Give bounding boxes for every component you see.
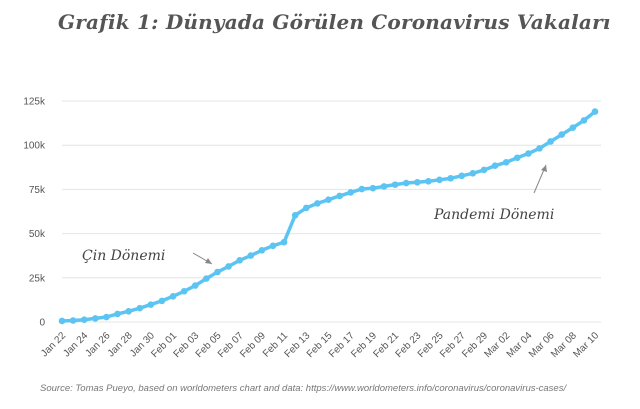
data-point [502, 159, 510, 166]
annotations: Çin Dönemi Pandemi Dönemi [82, 164, 554, 265]
data-point [258, 247, 266, 254]
data-point [280, 238, 288, 246]
data-point [247, 252, 255, 259]
series-cases [58, 108, 599, 325]
data-point [425, 177, 432, 185]
data-point [358, 185, 366, 193]
data-point [225, 263, 232, 270]
data-point [125, 307, 132, 315]
gridlines [62, 100, 601, 323]
annotation-arrowhead-pandemi [541, 165, 547, 172]
data-point [480, 166, 488, 174]
data-point [114, 310, 121, 318]
data-point [92, 315, 99, 322]
data-point [291, 211, 299, 219]
data-point [191, 282, 199, 289]
data-point [136, 304, 144, 312]
y-tick-label: 0 [39, 318, 45, 329]
y-tick-label: 25k [29, 273, 46, 284]
data-point [547, 138, 554, 145]
data-point [513, 154, 521, 162]
data-point [269, 242, 277, 250]
data-point [169, 292, 177, 300]
data-point [402, 179, 410, 187]
data-point [69, 317, 77, 324]
y-tick-label: 125k [23, 97, 46, 108]
data-point [369, 184, 377, 192]
data-point [103, 313, 110, 321]
data-point [536, 145, 543, 152]
y-tick-label: 100k [23, 141, 46, 152]
data-point [347, 189, 355, 196]
data-point [458, 172, 466, 180]
data-point [491, 162, 499, 170]
data-point [469, 170, 477, 177]
data-point [391, 181, 399, 188]
data-point [436, 176, 443, 184]
y-tick-label: 50k [29, 229, 46, 240]
data-point [525, 150, 532, 157]
data-point [380, 183, 388, 190]
data-point [214, 268, 221, 276]
data-point [414, 179, 421, 186]
data-point [447, 174, 454, 182]
data-point [336, 192, 343, 200]
data-point [180, 287, 188, 295]
data-point [302, 204, 310, 212]
annotation-arrowhead-cin [205, 258, 212, 264]
data-point [314, 200, 321, 207]
chart-title: Grafik 1: Dünyada Görülen Coronavirus Va… [58, 10, 611, 34]
data-point [80, 316, 88, 323]
y-axis-tick-labels: 0 25k 50k 75k 100k 125k [23, 97, 46, 329]
annotation-cin-donemi: Çin Dönemi [82, 248, 165, 264]
source-note: Source: Tomas Pueyo, based on worldomete… [40, 383, 567, 394]
data-point [558, 131, 565, 138]
y-tick-label: 75k [29, 185, 46, 196]
data-point [147, 301, 155, 308]
data-point [58, 317, 66, 325]
x-tick-label: Mar 10 [571, 330, 601, 360]
annotation-pandemi-donemi: Pandemi Dönemi [433, 207, 554, 223]
data-point [325, 196, 332, 203]
data-point [569, 124, 577, 131]
data-point [158, 297, 166, 305]
data-point [236, 257, 243, 264]
data-point [591, 108, 599, 115]
data-point [580, 117, 588, 124]
data-point [203, 275, 210, 282]
